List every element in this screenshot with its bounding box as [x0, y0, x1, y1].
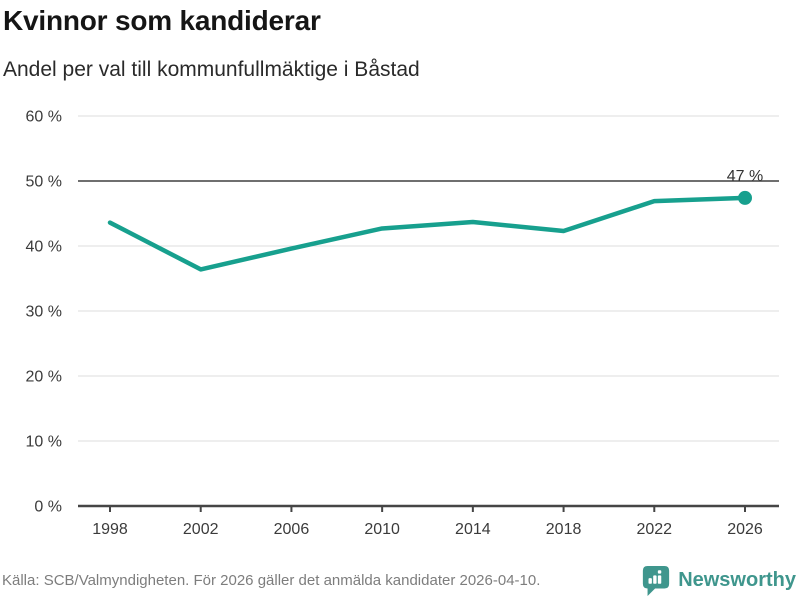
x-tick-label: 1998 [92, 521, 128, 538]
source-note: Källa: SCB/Valmyndigheten. För 2026 gäll… [2, 571, 541, 589]
x-tick-label: 2026 [727, 521, 763, 538]
y-tick-label: 30 % [26, 304, 62, 321]
x-tick-label: 2022 [636, 521, 672, 538]
y-tick-label: 40 % [26, 239, 62, 256]
line-chart: 0 % 10 % 20 % 30 % 40 % 50 % 60 % 1998 2002 2006 2… [26, 109, 779, 538]
newsworthy-logo-icon [643, 565, 670, 596]
newsworthy-wordmark: Newsworthy [678, 568, 796, 591]
y-tick-label: 0 % [34, 499, 62, 516]
x-tick-label: 2010 [364, 521, 400, 538]
newsworthy-logo: Newsworthy [641, 564, 796, 597]
end-value-label: 47 % [727, 168, 763, 185]
x-tick-label: 2006 [274, 521, 310, 538]
chart-title: Kvinnor som kandiderar [3, 5, 321, 36]
y-tick-label: 60 % [26, 109, 62, 126]
chart-subtitle: Andel per val till kommunfullmäktige i B… [3, 58, 420, 81]
x-tick-label: 2002 [183, 521, 219, 538]
chart-footer: Källa: SCB/Valmyndigheten. För 2026 gäll… [2, 562, 796, 598]
end-point-marker [738, 190, 752, 205]
y-tick-label: 20 % [26, 369, 62, 386]
data-line [107, 195, 748, 272]
y-tick-label: 10 % [26, 434, 62, 451]
x-tick-label: 2014 [455, 521, 491, 538]
x-tick-label: 2018 [546, 521, 582, 538]
y-tick-label: 50 % [26, 174, 62, 191]
